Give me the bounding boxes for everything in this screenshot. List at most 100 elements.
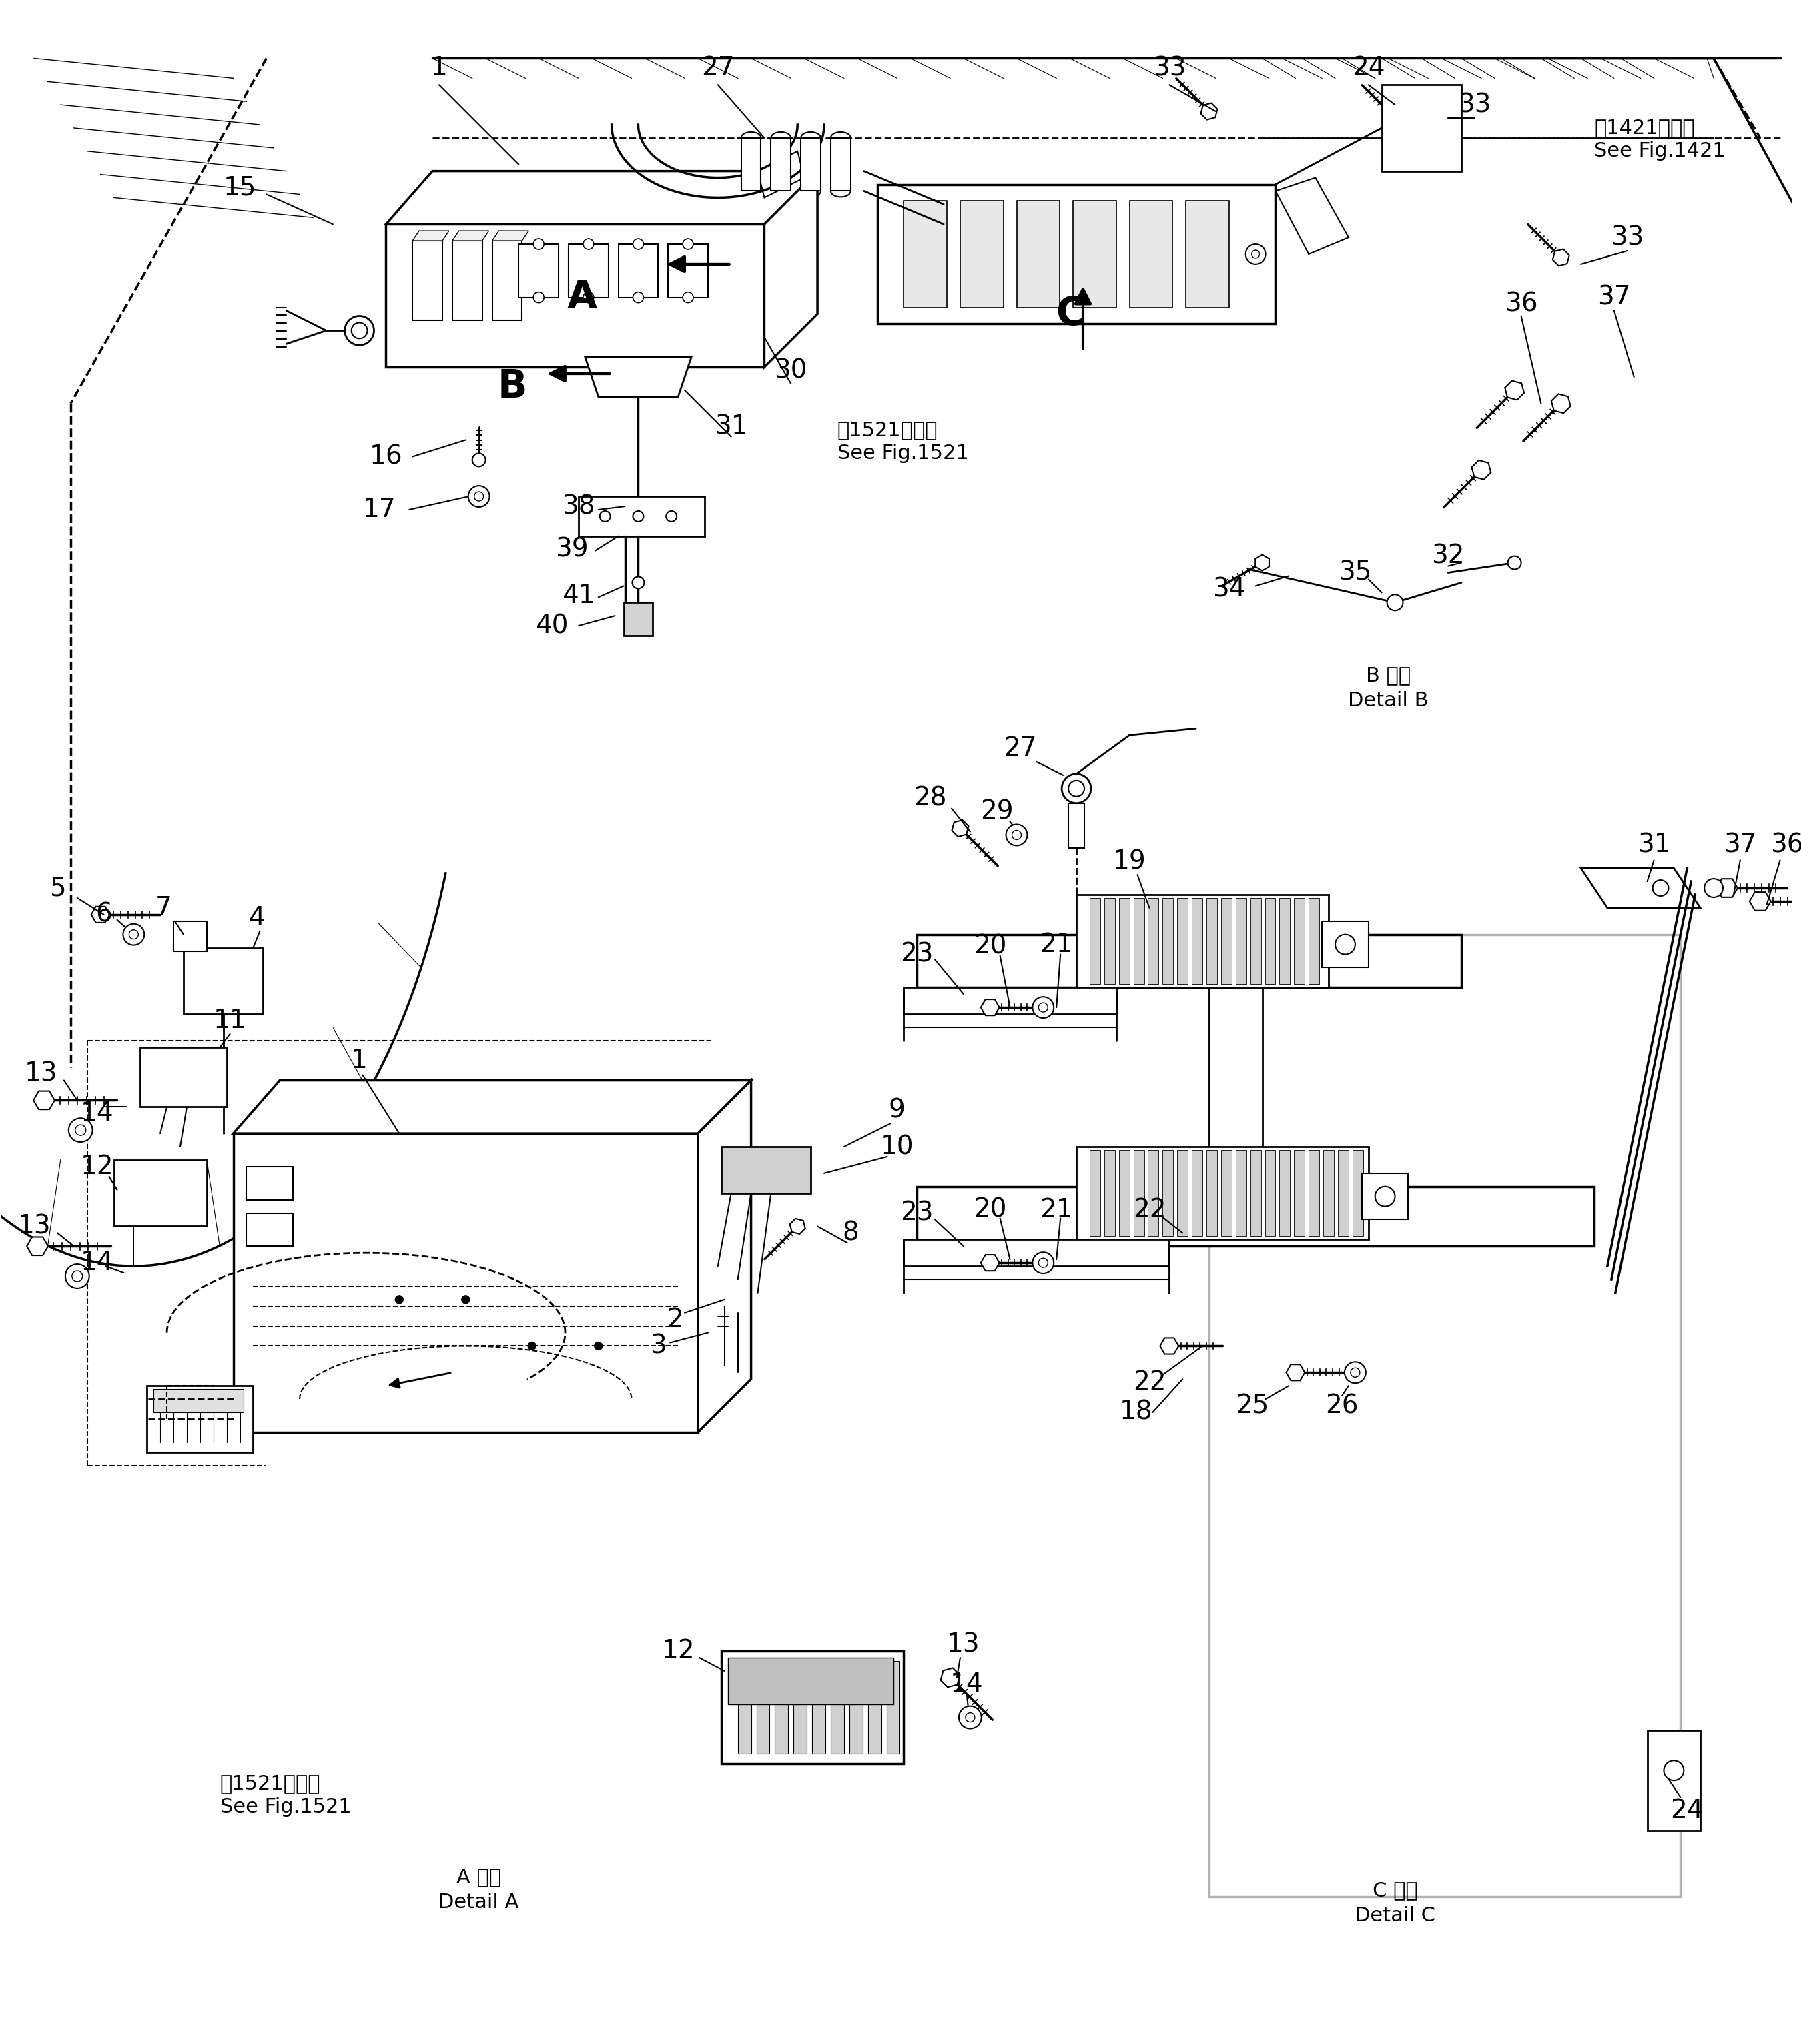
Ellipse shape <box>830 186 850 196</box>
Circle shape <box>1039 1004 1048 1012</box>
Circle shape <box>1007 824 1027 846</box>
Polygon shape <box>904 1239 1169 1265</box>
Polygon shape <box>801 139 821 190</box>
Circle shape <box>65 1265 90 1288</box>
Circle shape <box>1012 830 1021 840</box>
Polygon shape <box>794 1662 807 1754</box>
Circle shape <box>683 239 693 249</box>
Circle shape <box>1653 881 1668 895</box>
Circle shape <box>594 1341 602 1349</box>
Text: 7: 7 <box>155 895 171 920</box>
Polygon shape <box>1551 394 1570 413</box>
Polygon shape <box>1279 897 1290 983</box>
Polygon shape <box>720 1147 810 1194</box>
Polygon shape <box>1250 1151 1261 1237</box>
Text: Detail B: Detail B <box>1349 691 1428 711</box>
Text: 27: 27 <box>701 55 735 82</box>
Text: 14: 14 <box>81 1102 113 1126</box>
Text: 16: 16 <box>369 444 403 470</box>
Text: 6: 6 <box>95 901 112 928</box>
Polygon shape <box>877 184 1275 323</box>
Polygon shape <box>1295 897 1304 983</box>
Text: 28: 28 <box>913 785 947 811</box>
Polygon shape <box>850 1662 863 1754</box>
Text: 18: 18 <box>1120 1400 1153 1425</box>
Polygon shape <box>720 1652 904 1764</box>
Circle shape <box>68 1118 92 1143</box>
Circle shape <box>632 511 643 521</box>
Text: 2: 2 <box>666 1306 683 1333</box>
Text: 20: 20 <box>974 1198 1007 1222</box>
Polygon shape <box>1077 1147 1369 1239</box>
Text: 23: 23 <box>900 1200 933 1226</box>
Text: B 詳細: B 詳細 <box>1365 666 1410 685</box>
Text: 19: 19 <box>1113 848 1145 875</box>
Text: 13: 13 <box>947 1631 980 1658</box>
Polygon shape <box>1324 1151 1335 1237</box>
Circle shape <box>1507 556 1522 570</box>
Text: 3: 3 <box>650 1333 666 1359</box>
Text: 10: 10 <box>881 1134 913 1159</box>
Text: 37: 37 <box>1597 284 1630 311</box>
Text: 36: 36 <box>1504 290 1538 317</box>
Polygon shape <box>1016 200 1059 307</box>
Circle shape <box>122 924 144 944</box>
Circle shape <box>1335 934 1354 955</box>
Text: 17: 17 <box>362 497 396 523</box>
Ellipse shape <box>801 133 821 143</box>
Text: 30: 30 <box>774 358 807 382</box>
Polygon shape <box>960 200 1003 307</box>
Circle shape <box>1345 1361 1365 1384</box>
Polygon shape <box>917 934 1461 987</box>
Polygon shape <box>1338 1151 1349 1237</box>
Circle shape <box>1376 1188 1396 1206</box>
Polygon shape <box>1235 1151 1246 1237</box>
Polygon shape <box>886 1662 900 1754</box>
Polygon shape <box>412 241 443 321</box>
Polygon shape <box>1309 897 1320 983</box>
Text: A: A <box>567 278 596 317</box>
Polygon shape <box>234 1081 751 1134</box>
Polygon shape <box>247 1214 294 1247</box>
Text: 23: 23 <box>900 942 933 967</box>
Polygon shape <box>738 1662 751 1754</box>
Polygon shape <box>1322 922 1369 967</box>
Polygon shape <box>940 1668 960 1686</box>
Text: 15: 15 <box>223 176 256 200</box>
Text: 33: 33 <box>1610 225 1644 249</box>
Text: 4: 4 <box>249 905 265 930</box>
Polygon shape <box>1208 934 1680 1897</box>
Polygon shape <box>1147 897 1158 983</box>
Ellipse shape <box>742 186 762 196</box>
Circle shape <box>344 317 375 345</box>
Text: 24: 24 <box>1353 55 1385 82</box>
Ellipse shape <box>830 133 850 143</box>
Polygon shape <box>1552 249 1569 266</box>
Text: 26: 26 <box>1326 1392 1358 1419</box>
Text: 22: 22 <box>1133 1369 1165 1396</box>
Text: Detail A: Detail A <box>439 1893 519 1911</box>
Polygon shape <box>1207 897 1217 983</box>
Circle shape <box>1351 1367 1360 1378</box>
Polygon shape <box>113 1161 207 1226</box>
Polygon shape <box>1221 897 1232 983</box>
Circle shape <box>130 930 139 938</box>
Polygon shape <box>140 1047 227 1108</box>
Polygon shape <box>1090 897 1100 983</box>
Circle shape <box>1664 1760 1684 1780</box>
Text: Detail C: Detail C <box>1354 1905 1435 1925</box>
Circle shape <box>666 511 677 521</box>
Polygon shape <box>34 1091 54 1110</box>
Circle shape <box>351 323 367 339</box>
Circle shape <box>76 1124 86 1136</box>
Polygon shape <box>1749 891 1770 910</box>
Polygon shape <box>868 1662 881 1754</box>
Polygon shape <box>1286 1363 1304 1380</box>
Polygon shape <box>452 231 488 241</box>
Polygon shape <box>1309 1151 1320 1237</box>
Polygon shape <box>728 1658 893 1705</box>
Polygon shape <box>1192 897 1203 983</box>
Polygon shape <box>1716 879 1738 897</box>
Polygon shape <box>385 172 818 225</box>
Text: 第1421図参照: 第1421図参照 <box>1594 119 1695 137</box>
